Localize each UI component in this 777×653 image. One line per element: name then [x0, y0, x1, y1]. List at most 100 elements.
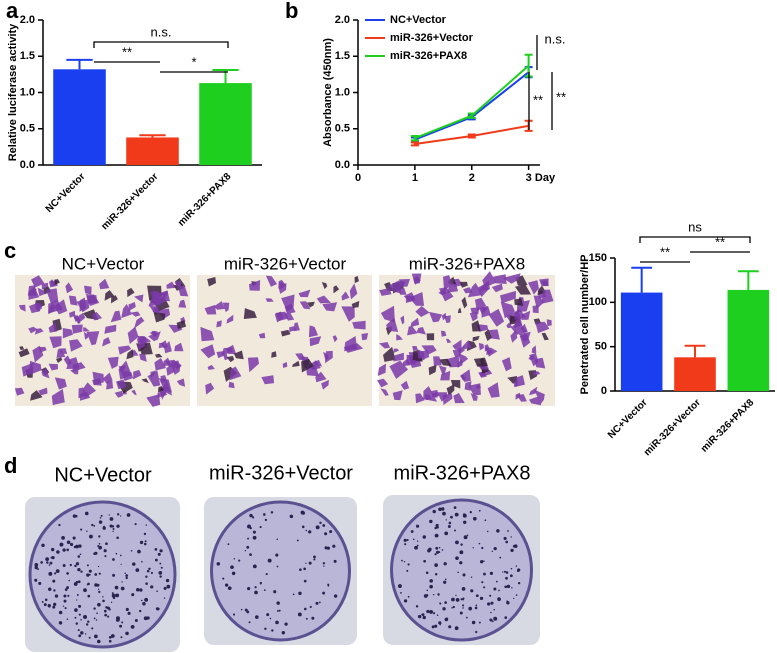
colony — [96, 639, 101, 644]
colony — [462, 607, 464, 609]
cell — [493, 274, 507, 284]
cell — [127, 326, 139, 344]
colony — [478, 509, 481, 512]
cell — [457, 307, 462, 314]
plate-dish — [28, 500, 177, 649]
colony — [66, 572, 69, 575]
colony — [78, 544, 82, 548]
colony — [98, 542, 101, 545]
colony — [322, 591, 326, 595]
cell — [531, 345, 537, 354]
x-tick-label: 1 — [412, 172, 418, 184]
cell — [153, 312, 166, 323]
colony — [324, 532, 328, 536]
colony — [58, 621, 63, 625]
colony — [429, 519, 433, 524]
colony — [148, 567, 151, 571]
cell — [204, 305, 217, 315]
cell — [539, 278, 549, 287]
colony — [276, 610, 279, 612]
cell — [415, 393, 425, 404]
panel-label: d — [4, 453, 17, 478]
micrograph — [197, 275, 372, 406]
cell — [200, 326, 215, 342]
cell — [249, 280, 261, 291]
colony — [304, 607, 307, 611]
colony — [445, 519, 447, 521]
cell — [54, 377, 67, 390]
colony — [475, 594, 479, 598]
colony — [121, 581, 123, 583]
colony — [105, 542, 108, 546]
cell — [174, 342, 184, 352]
cell — [104, 324, 117, 334]
colony — [135, 568, 140, 572]
colony — [120, 563, 122, 565]
colony — [505, 571, 509, 574]
cell — [541, 289, 554, 304]
cell — [137, 337, 146, 350]
cell — [234, 350, 244, 360]
colony — [318, 601, 321, 604]
colony — [96, 583, 100, 587]
colony — [490, 611, 492, 614]
colony — [301, 525, 305, 529]
plate-caption: miR-326+Vector — [209, 462, 353, 484]
colony — [112, 528, 115, 530]
y-tick-label: 0.0 — [335, 159, 350, 171]
cell — [48, 322, 58, 333]
colony — [244, 549, 247, 552]
colony — [143, 542, 147, 546]
bar — [674, 357, 716, 391]
cell — [400, 315, 405, 325]
colony — [453, 506, 457, 509]
colony — [265, 573, 268, 576]
cell — [46, 288, 59, 304]
cell — [85, 294, 98, 304]
cell — [154, 353, 163, 358]
cell — [150, 370, 156, 379]
colony — [432, 612, 436, 615]
colony — [457, 571, 459, 574]
cell — [127, 287, 135, 298]
colony — [471, 620, 476, 625]
colony — [247, 586, 251, 591]
cell — [48, 363, 58, 371]
colony — [156, 590, 158, 592]
cell — [18, 348, 30, 358]
colony — [447, 525, 451, 528]
colony — [66, 618, 69, 620]
colony — [227, 543, 230, 546]
cell — [379, 287, 392, 296]
colony — [52, 579, 56, 583]
colony — [505, 576, 508, 580]
cell — [118, 365, 126, 373]
colony — [34, 562, 39, 567]
colony — [91, 523, 94, 527]
colony — [115, 552, 118, 555]
cell — [38, 387, 48, 396]
colony — [95, 619, 98, 621]
cell — [488, 329, 500, 340]
colony — [308, 530, 312, 534]
colony — [112, 530, 114, 533]
cell — [86, 331, 100, 346]
colony — [49, 561, 53, 565]
error-bar — [467, 133, 476, 139]
colony — [407, 595, 410, 598]
colony — [131, 593, 135, 597]
colony — [111, 592, 114, 594]
colony — [53, 589, 56, 592]
cell — [515, 392, 521, 400]
cell — [134, 294, 144, 303]
colony — [63, 594, 67, 598]
x-tick-label: 0 — [355, 172, 361, 184]
colony — [461, 587, 466, 591]
colony — [459, 550, 464, 555]
cell — [343, 343, 364, 353]
colony — [489, 571, 494, 575]
colony — [252, 530, 256, 534]
colony — [400, 591, 402, 594]
cell — [292, 360, 300, 367]
micrograph-caption: NC+Vector — [62, 254, 145, 273]
